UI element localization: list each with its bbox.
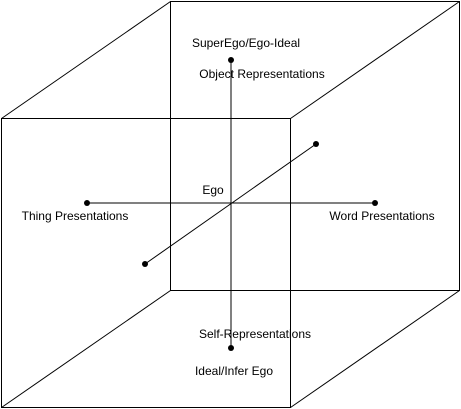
- label: SuperEgo/Ego-Ideal: [192, 36, 300, 50]
- front-face: [1, 118, 291, 408]
- label: Self-Representations: [199, 327, 311, 341]
- cube-edge: [290, 290, 460, 408]
- label: Ego: [202, 183, 224, 197]
- label: Ideal/Infer Ego: [195, 364, 273, 378]
- label: Word Presentations: [329, 209, 434, 223]
- axis-endpoint: [313, 141, 319, 147]
- axis-endpoint: [142, 261, 148, 267]
- axis-endpoint: [84, 200, 90, 206]
- label: Object Representations: [199, 67, 324, 81]
- axis-endpoint: [372, 200, 378, 206]
- cube-edge: [1, 290, 171, 408]
- back-face: [170, 1, 460, 291]
- cube-edge: [290, 1, 460, 119]
- cube-edge: [1, 1, 171, 119]
- axis-endpoint: [228, 57, 234, 63]
- depth-axis: [144, 143, 317, 265]
- label: Thing Presentations: [22, 209, 129, 223]
- axis-endpoint: [228, 345, 234, 351]
